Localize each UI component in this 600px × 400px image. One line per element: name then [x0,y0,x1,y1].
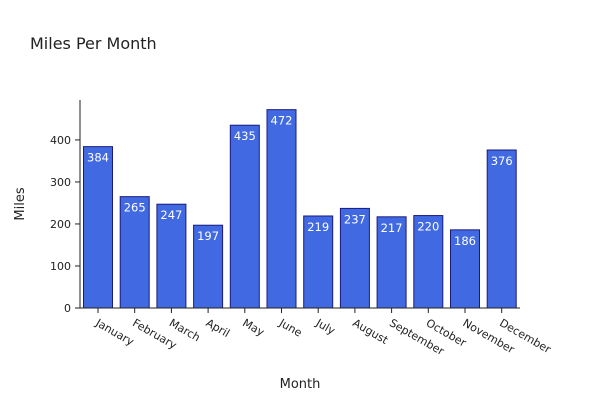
y-ticks: 0 100 200 300 400 [50,134,80,315]
bar-value-label: 237 [344,212,366,226]
y-axis-label: Miles [13,187,28,220]
bar-december [486,149,517,309]
bar-may [229,124,260,309]
bar-july [303,215,334,309]
y-tick-label: 400 [50,134,71,147]
bar-september [376,216,407,309]
bar-value-label: 472 [271,114,293,128]
bar-october [413,215,444,309]
chart-title: Miles Per Month [30,34,157,53]
bar-august [339,207,370,309]
bar-june [266,109,297,309]
bars-layer: 384 265 247 197 435 472 219 237 217 220 186 376 [83,109,517,309]
y-tick-label: 200 [50,218,71,231]
x-tick-label-june: June [276,316,304,340]
bar-value-label: 265 [124,201,146,215]
bar-april [193,224,224,309]
bar-value-label: 247 [160,208,182,222]
axes-layer [79,100,520,309]
bar-january [83,146,113,309]
x-tick-label-august: August [350,316,390,347]
bar-value-label: 197 [197,229,219,243]
bar-value-label: 186 [454,234,476,248]
y-tick-label: 300 [50,176,71,189]
x-tick-label-may: May [240,316,267,339]
bar-value-label: 220 [417,220,439,234]
bar-value-label: 219 [307,220,329,234]
bar-value-label: 376 [491,154,513,168]
bar-february [119,196,150,309]
y-tick-label: 0 [64,302,71,315]
y-tick-label: 100 [50,260,71,273]
x-tick-label-april: April [204,316,232,340]
bar-value-label: 435 [234,129,256,143]
bar-november [450,229,480,309]
x-axis-label: Month [280,377,321,392]
x-tick-label-july: July [313,316,338,338]
bar-value-label: 384 [87,151,109,165]
bar-value-label: 217 [381,221,403,235]
x-tick-label-january: January [93,316,137,349]
